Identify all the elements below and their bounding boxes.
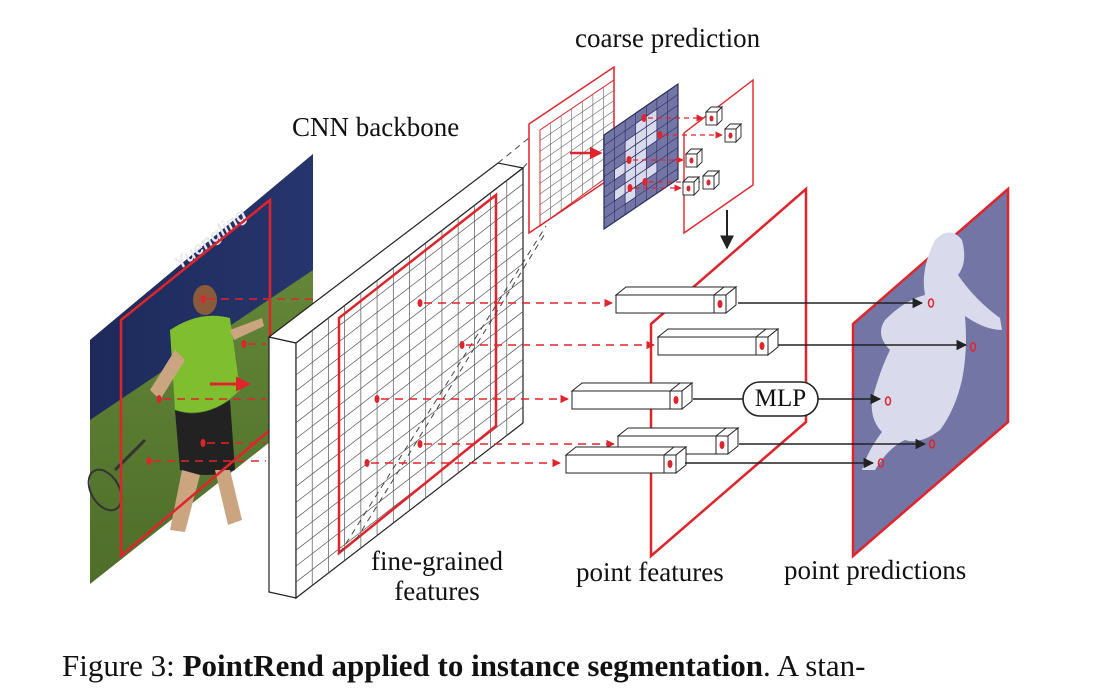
cnn-backbone-label: CNN backbone	[292, 112, 460, 142]
point-predictions-plane	[851, 186, 1010, 559]
point-cube	[701, 169, 721, 191]
fine-grained-label-line2: features	[394, 576, 480, 606]
backbone-roi-box	[337, 192, 498, 556]
feature-bar	[564, 445, 688, 475]
feature-bar	[570, 381, 694, 411]
coarse-mask	[603, 82, 679, 231]
figure-caption: Figure 3: PointRend applied to instance …	[62, 648, 865, 684]
mlp-node	[742, 381, 819, 417]
point-cube	[723, 122, 743, 144]
coarse-point-cubes	[681, 105, 743, 197]
input-to-backbone-arrows	[153, 298, 318, 462]
caption-prefix: Figure 3:	[62, 648, 183, 683]
point-features-plane	[649, 186, 808, 559]
fine-grained-features-label: fine-grained features	[352, 546, 522, 606]
coarse-prediction-label: coarse prediction	[575, 23, 761, 53]
point-cube	[704, 105, 724, 127]
backbone-points	[364, 299, 465, 467]
fine-grained-label-line1: fine-grained	[371, 546, 503, 576]
features-to-predictions-arrows	[685, 297, 968, 469]
point-features-label: point features	[576, 557, 724, 587]
input-image: Yuengling	[87, 154, 313, 584]
caption-bold: PointRend applied to instance segmentati…	[182, 648, 763, 683]
coarse-prediction-block	[528, 65, 754, 235]
prediction-points	[877, 298, 977, 468]
point-predictions-label: point predictions	[784, 555, 967, 585]
caption-suffix: . A stan-	[762, 648, 866, 683]
point-cube	[684, 147, 704, 169]
point-cube	[681, 175, 701, 197]
coarse-sample-points	[626, 114, 663, 192]
feature-bar	[614, 285, 738, 315]
feature-bar	[656, 327, 780, 357]
projection-lines	[339, 124, 548, 554]
refined-mask-silhouette	[862, 232, 1002, 470]
input-points	[146, 295, 247, 465]
cnn-backbone-slab	[267, 162, 525, 600]
backbone-to-features-arrows	[371, 298, 655, 468]
point-feature-bars	[564, 285, 780, 475]
pointrend-diagram: Yuengling	[87, 65, 1010, 600]
coarse-to-cubes-arrows	[633, 114, 723, 192]
mlp-label: MLP	[754, 385, 807, 412]
